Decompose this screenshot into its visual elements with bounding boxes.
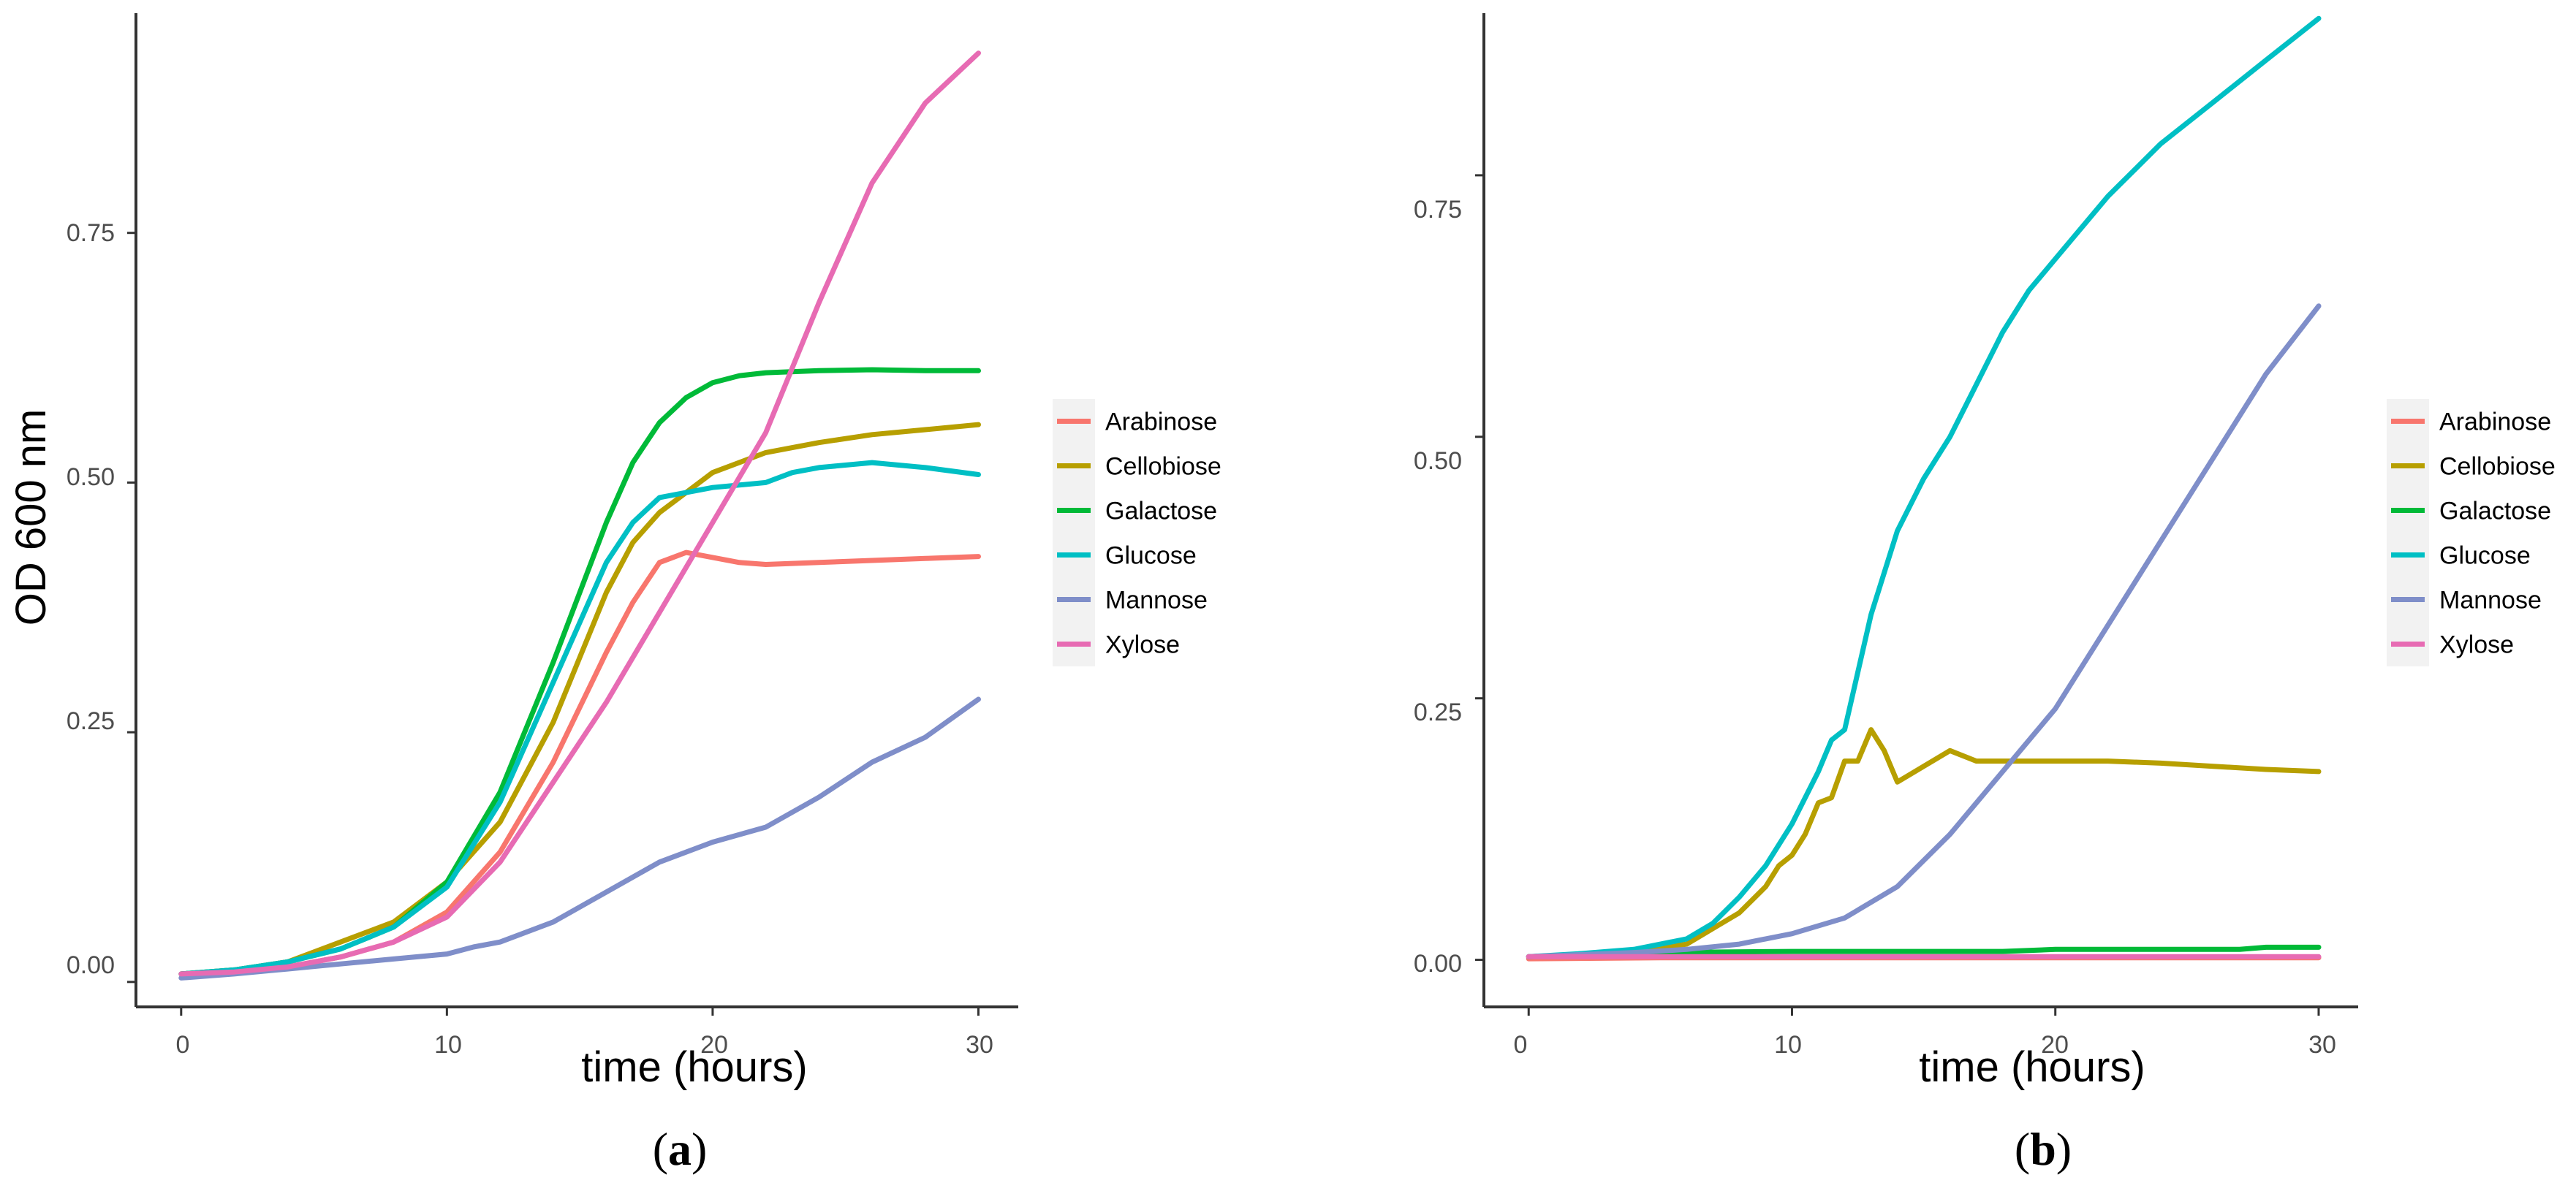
series-line-xylose (178, 50, 981, 977)
x-tick-label-a: 10 (434, 1031, 462, 1059)
x-tick-label-a: 0 (176, 1031, 190, 1059)
series-line-mannose (178, 696, 981, 981)
legend-label-galactose: Galactose (1105, 498, 1217, 525)
legend-label-xylose: Xylose (1105, 631, 1180, 659)
x-tick-label-b: 20 (2041, 1031, 2069, 1059)
series-line-arabinose (178, 549, 981, 977)
y-tick-label-a: 0.00 (67, 951, 115, 979)
series-line-galactose (178, 367, 981, 977)
series-line-galactose (1526, 944, 2322, 959)
y-tick-label-a: 0.25 (67, 707, 115, 735)
series-line-glucose (178, 460, 981, 977)
legend-label-cellobiose: Cellobiose (2439, 453, 2556, 481)
legend-label-galactose: Galactose (2439, 498, 2551, 525)
legend-label-glucose: Glucose (1105, 542, 1197, 570)
x-tick-label-b: 0 (1514, 1031, 1528, 1059)
y-tick-label-b: 0.50 (1414, 447, 1462, 475)
legend-label-xylose: Xylose (2439, 631, 2514, 659)
x-axis-ticks-a: 0 10 20 30 (176, 1031, 993, 1059)
x-tick-label-b: 10 (1774, 1031, 1802, 1059)
y-axis-title-a: OD 600 nm (7, 409, 55, 626)
series-line-cellobiose (1526, 727, 2322, 959)
y-tick-label-a: 0.50 (67, 463, 115, 491)
x-tick-label-b: 30 (2308, 1031, 2336, 1059)
x-axis-ticks-b: 0 10 20 30 (1514, 1031, 2336, 1059)
chart-panel-b: 0.00 0.25 0.50 0.75 0 10 20 30 time (hou… (1414, 13, 2556, 1175)
y-axis-ticks-b: 0.00 0.25 0.50 0.75 (1414, 196, 1462, 978)
legend-label-mannose: Mannose (1105, 587, 1208, 615)
series-group-a (178, 50, 981, 981)
x-tick-label-a: 30 (966, 1031, 993, 1059)
x-tick-label-a: 20 (700, 1031, 728, 1059)
chart-panel-a: OD 600 nm 0.00 0.25 0.50 0.75 0 10 20 30… (7, 13, 1221, 1175)
axes-b (1475, 13, 2358, 1016)
series-group-b (1526, 15, 2322, 962)
legend-b: Arabinose Cellobiose Galactose Glucose Manno… (2387, 399, 2556, 666)
legend-label-arabinose: Arabinose (2439, 408, 2551, 436)
panel-label-a: (a) (653, 1123, 708, 1175)
legend-label-arabinose: Arabinose (1105, 408, 1217, 436)
series-line-glucose (1526, 15, 2322, 959)
legend-label-cellobiose: Cellobiose (1105, 453, 1221, 481)
x-axis-title-a: time (hours) (581, 1043, 807, 1091)
legend-label-mannose: Mannose (2439, 587, 2542, 615)
y-tick-label-b: 0.25 (1414, 699, 1462, 726)
x-axis-title-b: time (hours) (1919, 1043, 2145, 1091)
axes-a (127, 13, 1018, 1016)
y-tick-label-b: 0.75 (1414, 196, 1462, 224)
panel-label-b: (b) (2015, 1123, 2072, 1175)
series-line-cellobiose (178, 422, 981, 977)
y-tick-label-a: 0.75 (67, 219, 115, 247)
series-line-mannose (1526, 303, 2322, 959)
legend-a: Arabinose Cellobiose Galactose Glucose Manno… (1053, 399, 1221, 666)
y-tick-label-b: 0.00 (1414, 950, 1462, 978)
legend-label-glucose: Glucose (2439, 542, 2531, 570)
y-axis-ticks-a: 0.00 0.25 0.50 0.75 (67, 219, 115, 979)
